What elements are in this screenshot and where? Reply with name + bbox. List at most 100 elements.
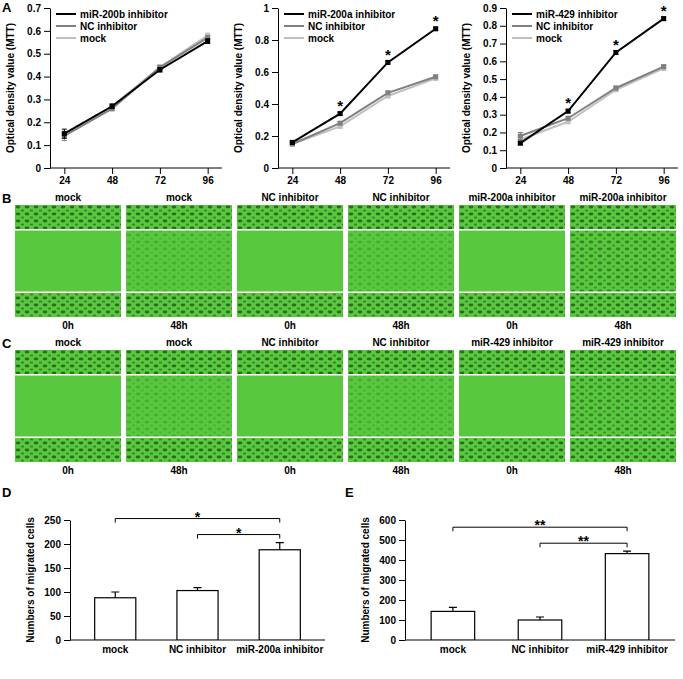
tick: 0.7 (483, 38, 506, 49)
tick-mark (500, 132, 506, 133)
error-bar (290, 141, 295, 144)
tick-label: 0.3 (483, 109, 497, 120)
tick-label: 24 (515, 175, 527, 186)
tick: 0.7 (27, 3, 50, 14)
tick-mark (272, 168, 278, 169)
tick-mark (272, 72, 278, 73)
treatment-label: mock (166, 337, 193, 348)
legend-label: mock (536, 33, 563, 44)
legend: miR-429 inhibitorNC inhibitormock (512, 9, 618, 44)
bar (177, 591, 218, 640)
tick: 1 (263, 3, 278, 14)
marker (110, 104, 115, 109)
tick: NC inhibitor (169, 640, 226, 655)
panel-label: E (345, 485, 354, 500)
tick-mark (160, 168, 161, 174)
series-line (520, 19, 663, 143)
tick-mark (500, 168, 506, 169)
legend-label: miR-429 inhibitor (536, 9, 618, 20)
tick-mark (44, 54, 50, 55)
tick: NC inhibitor (511, 640, 568, 655)
marker (613, 86, 618, 91)
tick-mark (399, 580, 405, 581)
tick-mark (44, 168, 50, 169)
plot-area (431, 551, 649, 640)
time-label: 48h (392, 320, 409, 331)
tick-mark (616, 168, 617, 174)
tick-mark (272, 40, 278, 41)
tick: 0.9 (483, 3, 506, 14)
tick-mark (500, 150, 506, 151)
tick-label: 72 (611, 175, 623, 186)
tick-mark (44, 99, 50, 100)
error-bar (110, 104, 115, 109)
marker (518, 141, 523, 146)
tick: 200 (44, 539, 70, 550)
tick-label: 0.7 (483, 38, 497, 49)
significance: * (433, 12, 439, 29)
micrograph (126, 350, 232, 462)
tick-mark (399, 640, 405, 641)
tick-label: 0.3 (27, 94, 41, 105)
tick: 24 (59, 168, 71, 186)
tick: 200 (379, 595, 405, 606)
micrograph-row: mock0hmock48hNC inhibitor0hNC inhibitor4… (15, 192, 676, 331)
treatment-label: NC inhibitor (261, 337, 318, 348)
marker (62, 131, 67, 136)
axis-line (50, 168, 222, 169)
tick: 0.3 (27, 94, 50, 105)
legend-swatch (284, 37, 304, 39)
error-bar (194, 588, 202, 591)
tick: 48 (563, 168, 575, 186)
treatment-label: miR-429 inhibitor (471, 337, 553, 348)
tick: miR-200a inhibitor (236, 640, 323, 655)
tick-label: 72 (383, 175, 395, 186)
error-bar (449, 607, 457, 611)
legend-label: miR-200b inhibitor (80, 9, 168, 20)
axis-line (50, 9, 51, 169)
tick-mark (292, 168, 293, 174)
tick-mark (399, 560, 405, 561)
tick: 600 (379, 515, 405, 526)
tick-mark (44, 77, 50, 78)
tick-mark (500, 26, 506, 27)
tick: 0 (35, 163, 50, 174)
tick: 0 (491, 163, 506, 174)
axis-title: Optical density value (MTT) (461, 23, 472, 153)
tick: 0.2 (27, 117, 50, 128)
tick-mark (64, 568, 70, 569)
treatment-label: NC inhibitor (261, 192, 318, 203)
legend-swatch (56, 25, 76, 27)
tick: 72 (155, 168, 167, 186)
error-bar (62, 131, 67, 136)
error-bar (623, 551, 631, 553)
error-bar (518, 132, 523, 139)
tick-label: 24 (59, 175, 71, 186)
tick: 300 (379, 575, 405, 586)
legend-swatch (284, 25, 304, 27)
series-line (64, 38, 207, 136)
tick-label: 0.9 (483, 3, 497, 14)
bar (605, 554, 649, 640)
time-label: 48h (392, 465, 409, 476)
tick-mark (520, 168, 521, 174)
tick-label: 0.4 (255, 99, 269, 110)
significance: ** (535, 517, 546, 533)
marker (385, 90, 390, 95)
legend-label: mock (308, 33, 335, 44)
tick: 100 (379, 615, 405, 626)
treatment-label: mock (55, 337, 82, 348)
significance: * (385, 46, 391, 63)
y-axis: 0100200300400500600 (379, 515, 405, 646)
treatment-label: mock (55, 192, 82, 203)
legend: miR-200a inhibitorNC inhibitormock (284, 9, 395, 44)
tick-label: 0.6 (483, 56, 497, 67)
tick-mark (272, 8, 278, 9)
axis-title: Optical density value (MTT) (5, 23, 16, 153)
panel-label: A (2, 0, 12, 15)
tick-label: miR-429 inhibitor (586, 644, 668, 655)
tick: 0.3 (483, 109, 506, 120)
tick-label: 500 (379, 535, 396, 546)
time-label: 0h (62, 320, 74, 331)
tick-label: 0.1 (483, 145, 497, 156)
